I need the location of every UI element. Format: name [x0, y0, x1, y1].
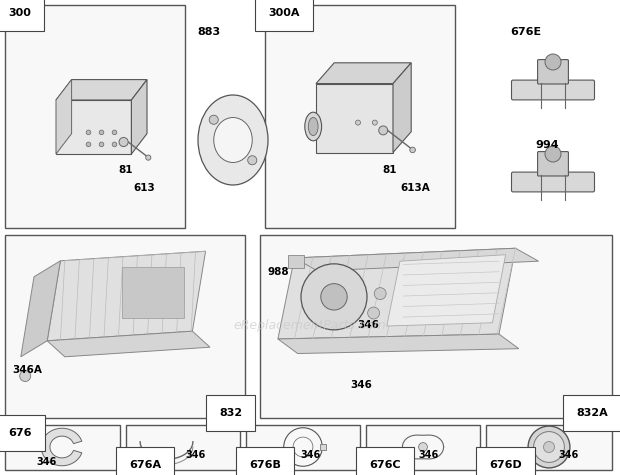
Bar — [260, 235, 612, 418]
FancyBboxPatch shape — [538, 152, 569, 176]
Polygon shape — [131, 80, 147, 154]
Polygon shape — [316, 63, 411, 84]
Text: eReplacementParts.com: eReplacementParts.com — [234, 319, 386, 332]
Ellipse shape — [198, 95, 268, 185]
Text: 988: 988 — [268, 267, 290, 277]
FancyBboxPatch shape — [512, 80, 595, 100]
Text: 994: 994 — [535, 140, 559, 150]
Circle shape — [545, 146, 561, 162]
Text: 676D: 676D — [489, 460, 522, 470]
Circle shape — [534, 432, 564, 462]
Circle shape — [544, 441, 554, 453]
FancyBboxPatch shape — [512, 172, 595, 192]
Text: 346: 346 — [357, 320, 379, 330]
Text: 832: 832 — [219, 408, 242, 418]
Polygon shape — [278, 248, 515, 339]
Polygon shape — [41, 428, 82, 466]
Bar — [122, 267, 184, 318]
Text: 81: 81 — [118, 165, 133, 175]
Text: 346: 346 — [558, 450, 578, 460]
Circle shape — [374, 288, 386, 300]
Circle shape — [410, 147, 415, 152]
Bar — [288, 255, 304, 268]
Bar — [366, 425, 480, 470]
Text: 300A: 300A — [268, 8, 299, 18]
FancyBboxPatch shape — [538, 59, 569, 84]
Circle shape — [112, 142, 117, 147]
Circle shape — [301, 264, 367, 330]
Polygon shape — [47, 251, 206, 341]
Polygon shape — [56, 80, 147, 100]
Circle shape — [321, 284, 347, 310]
Text: 346: 346 — [185, 450, 205, 460]
Circle shape — [86, 142, 91, 147]
Circle shape — [99, 130, 104, 135]
Circle shape — [112, 130, 117, 135]
Circle shape — [86, 130, 91, 135]
Polygon shape — [21, 261, 60, 357]
Polygon shape — [56, 80, 71, 154]
Circle shape — [20, 370, 31, 381]
Ellipse shape — [305, 112, 322, 141]
Bar — [5, 235, 245, 418]
Text: 346: 346 — [300, 450, 321, 460]
Circle shape — [545, 54, 561, 70]
Text: 676: 676 — [8, 428, 32, 438]
Text: 300: 300 — [8, 8, 31, 18]
Polygon shape — [56, 100, 131, 154]
Polygon shape — [294, 248, 539, 271]
Text: 613: 613 — [133, 183, 155, 193]
Bar — [486, 425, 612, 470]
Polygon shape — [278, 334, 519, 353]
Circle shape — [209, 115, 218, 124]
Polygon shape — [316, 84, 393, 152]
Polygon shape — [387, 255, 505, 326]
Circle shape — [119, 137, 128, 147]
Circle shape — [379, 126, 388, 135]
Circle shape — [355, 120, 360, 125]
Text: 676A: 676A — [129, 460, 161, 470]
Text: 883: 883 — [197, 27, 220, 37]
Circle shape — [528, 426, 570, 468]
Text: 346: 346 — [418, 450, 438, 460]
Bar — [5, 5, 185, 228]
Circle shape — [146, 155, 151, 160]
Text: 613A: 613A — [400, 183, 430, 193]
Ellipse shape — [214, 117, 252, 162]
Polygon shape — [393, 63, 411, 152]
Text: 676E: 676E — [510, 27, 541, 37]
Circle shape — [418, 443, 427, 451]
Circle shape — [372, 120, 378, 125]
Text: 676C: 676C — [369, 460, 401, 470]
Bar — [265, 5, 455, 228]
Circle shape — [99, 142, 104, 147]
Polygon shape — [47, 331, 210, 357]
Bar — [246, 425, 360, 470]
Text: 676B: 676B — [249, 460, 281, 470]
Circle shape — [248, 156, 257, 165]
Text: 346A: 346A — [12, 365, 42, 375]
Bar — [5, 425, 120, 470]
Text: 81: 81 — [382, 165, 397, 175]
Text: 346: 346 — [350, 380, 372, 390]
Bar — [126, 425, 240, 470]
Text: 346: 346 — [36, 457, 56, 467]
Circle shape — [368, 307, 379, 319]
Bar — [319, 444, 326, 450]
Text: 832A: 832A — [576, 408, 608, 418]
Ellipse shape — [308, 117, 318, 135]
